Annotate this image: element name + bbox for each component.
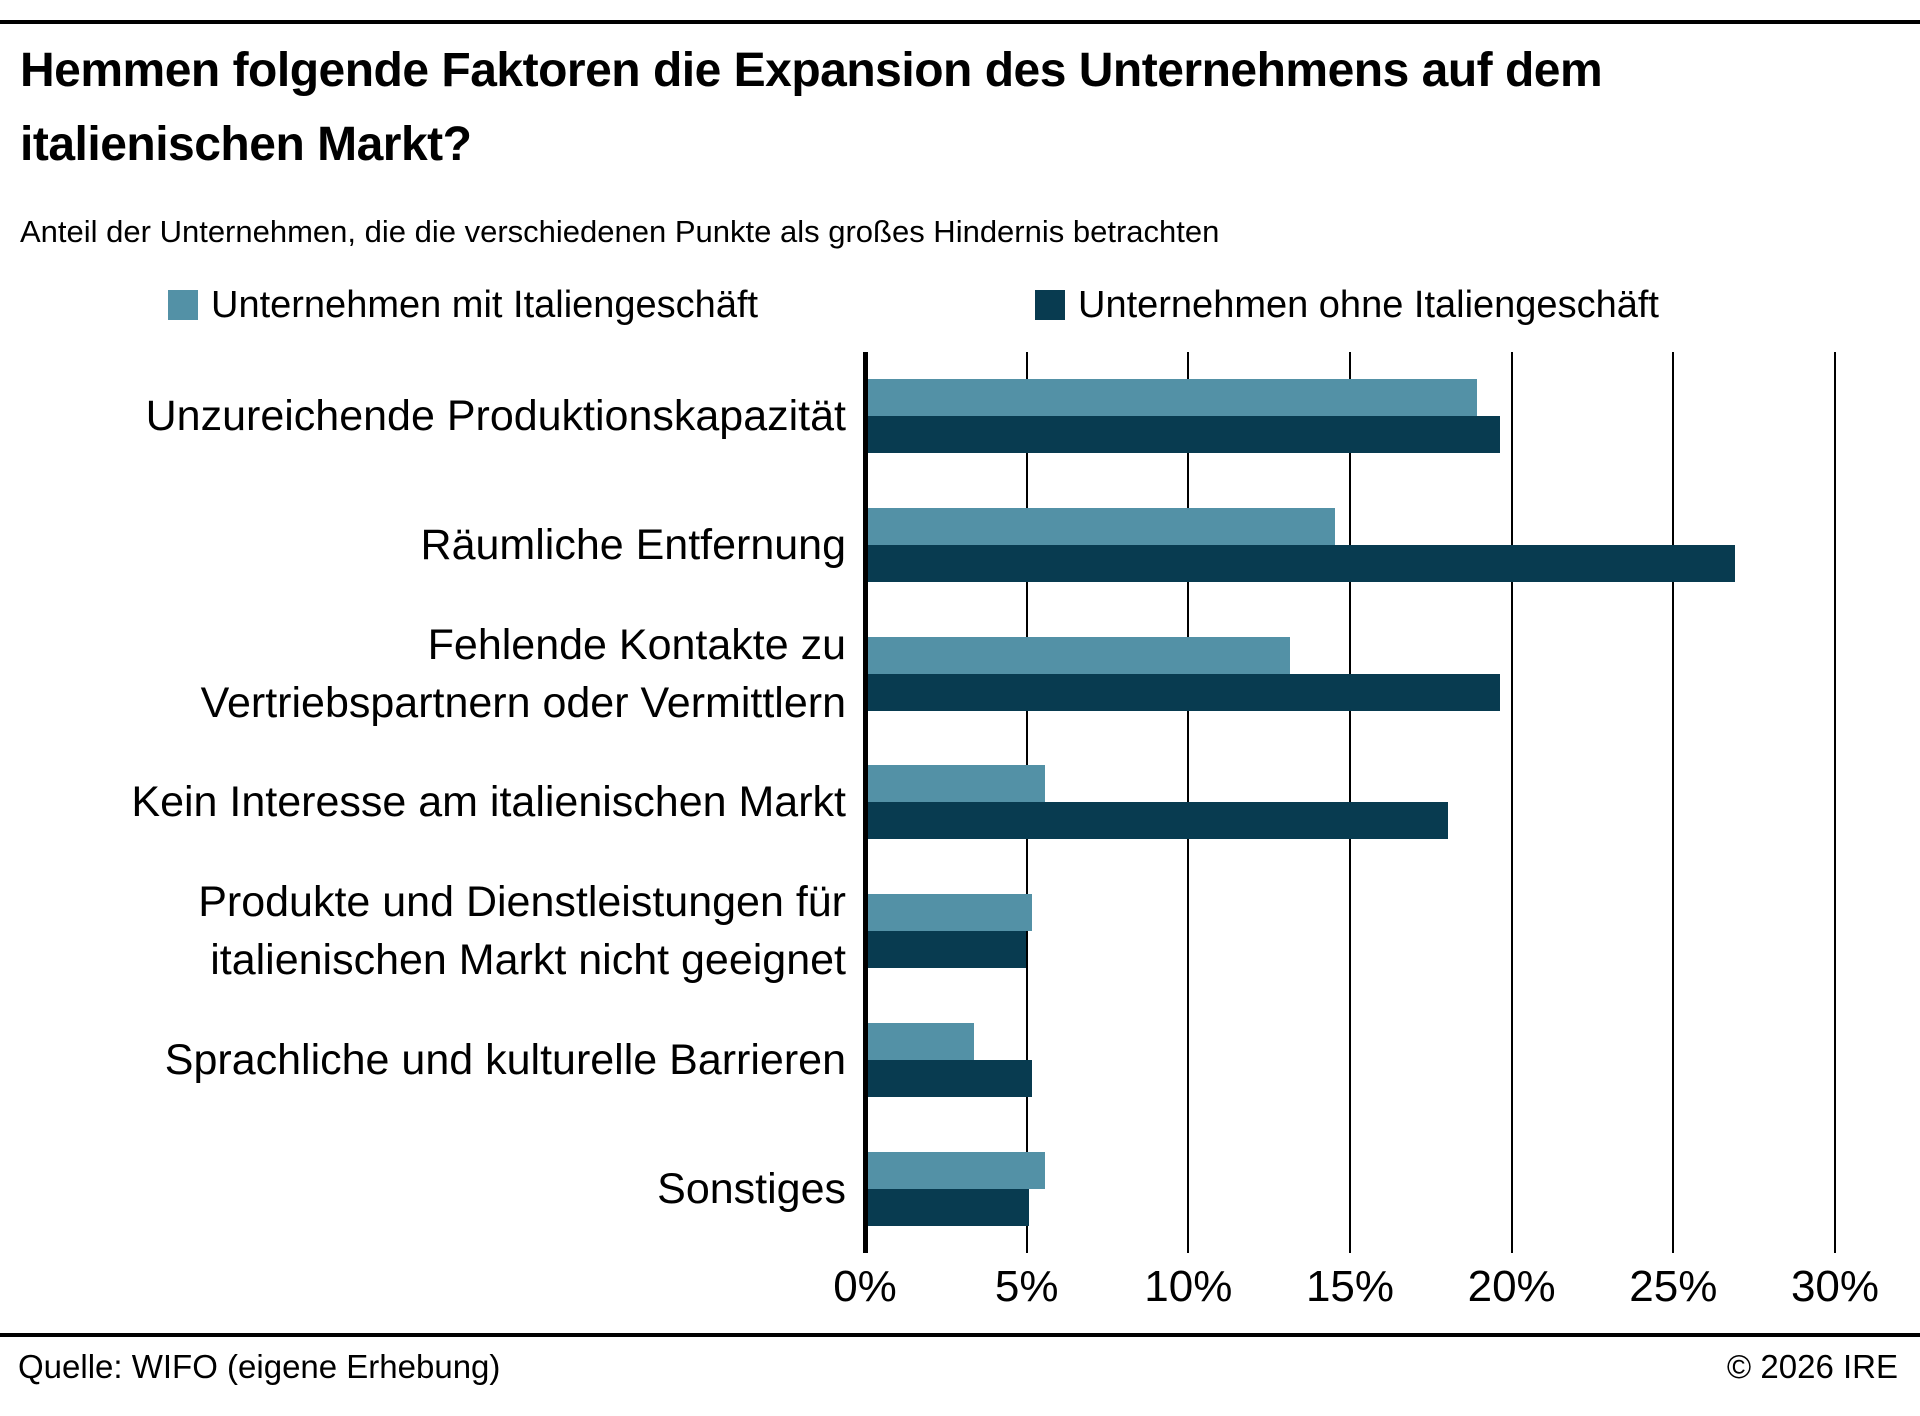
category-label-0: Unzureichende Produktionskapazität	[145, 392, 846, 441]
bar-ohne-3	[868, 802, 1449, 840]
category-label-5: Sprachliche und kulturelle Barrieren	[164, 1035, 846, 1084]
legend-label-mit: Unternehmen mit Italiengeschäft	[211, 283, 759, 326]
category-label-4: Produkte und Dienstleistungen für italien…	[198, 878, 846, 985]
bar-mit-2	[868, 636, 1291, 674]
legend-item-ohne-italiengeschaeft: Unternehmen ohne Italiengeschäft	[1035, 280, 1659, 330]
page-title: Hemmen folgende Faktoren die Expansion d…	[20, 44, 1603, 171]
bar-group-5	[868, 996, 1835, 1125]
category-label-2: Fehlende Kontakte zu Vertriebspartnern od…	[200, 620, 846, 727]
legend-swatch-ohne-icon	[1035, 290, 1065, 320]
bar-group-6	[868, 1124, 1835, 1253]
bar-ohne-5	[868, 1059, 1033, 1097]
bar-mit-5	[868, 1022, 975, 1060]
category-label-1: Räumliche Entfernung	[420, 521, 846, 570]
bar-mit-3	[868, 765, 1046, 803]
category-label-6: Sonstiges	[657, 1164, 846, 1213]
y-axis-line	[863, 352, 868, 1253]
copyright-note: © 2026 IRE	[1726, 1348, 1898, 1385]
category-label-3: Kein Interesse am italienischen Markt	[131, 778, 846, 827]
category-axis-labels: Unzureichende Produktionskapazität Räumli…	[20, 352, 846, 1253]
bar-mit-6	[868, 1151, 1046, 1189]
page-subtitle: Anteil der Unternehmen, die die verschie…	[20, 214, 1220, 249]
legend-swatch-mit-icon	[168, 290, 198, 320]
plot-area	[863, 352, 1836, 1253]
bar-rows	[868, 352, 1835, 1253]
bar-group-1	[868, 481, 1835, 610]
bar-ohne-6	[868, 1188, 1030, 1226]
gridline-25	[1672, 352, 1675, 1253]
x-tick-label-5: 5%	[994, 1262, 1059, 1311]
bar-ohne-2	[868, 673, 1500, 711]
gridline-20	[1510, 352, 1513, 1253]
bar-group-0	[868, 352, 1835, 481]
bar-ohne-0	[868, 416, 1500, 454]
bar-mit-4	[868, 894, 1033, 932]
x-tick-label-20: 20%	[1467, 1262, 1556, 1311]
x-axis-tick-labels: 0% 5% 10% 15% 20% 25% 30%	[833, 1262, 1879, 1318]
source-note: Quelle: WIFO (eigene Erhebung)	[18, 1348, 501, 1385]
top-divider-line	[0, 20, 1920, 24]
x-tick-label-30: 30%	[1790, 1262, 1880, 1311]
x-tick-label-0: 0%	[833, 1262, 897, 1311]
bar-ohne-4	[868, 931, 1026, 969]
gridline-30	[1834, 352, 1836, 1253]
legend-label-ohne: Unternehmen ohne Italiengeschäft	[1078, 283, 1659, 326]
bar-group-4	[868, 867, 1835, 996]
legend-item-mit-italiengeschaeft: Unternehmen mit Italiengeschäft	[168, 280, 758, 330]
x-tick-label-15: 15%	[1305, 1262, 1395, 1311]
bar-ohne-1	[868, 545, 1736, 583]
footer-divider-line	[0, 1333, 1920, 1337]
bar-mit-0	[868, 379, 1478, 417]
legend: Unternehmen mit Italiengeschäft Unterneh…	[0, 280, 1920, 330]
bar-group-2	[868, 609, 1835, 738]
bar-group-3	[868, 738, 1835, 867]
bar-mit-1	[868, 508, 1336, 546]
x-tick-label-10: 10%	[1144, 1262, 1233, 1311]
x-tick-label-25: 25%	[1629, 1262, 1718, 1311]
